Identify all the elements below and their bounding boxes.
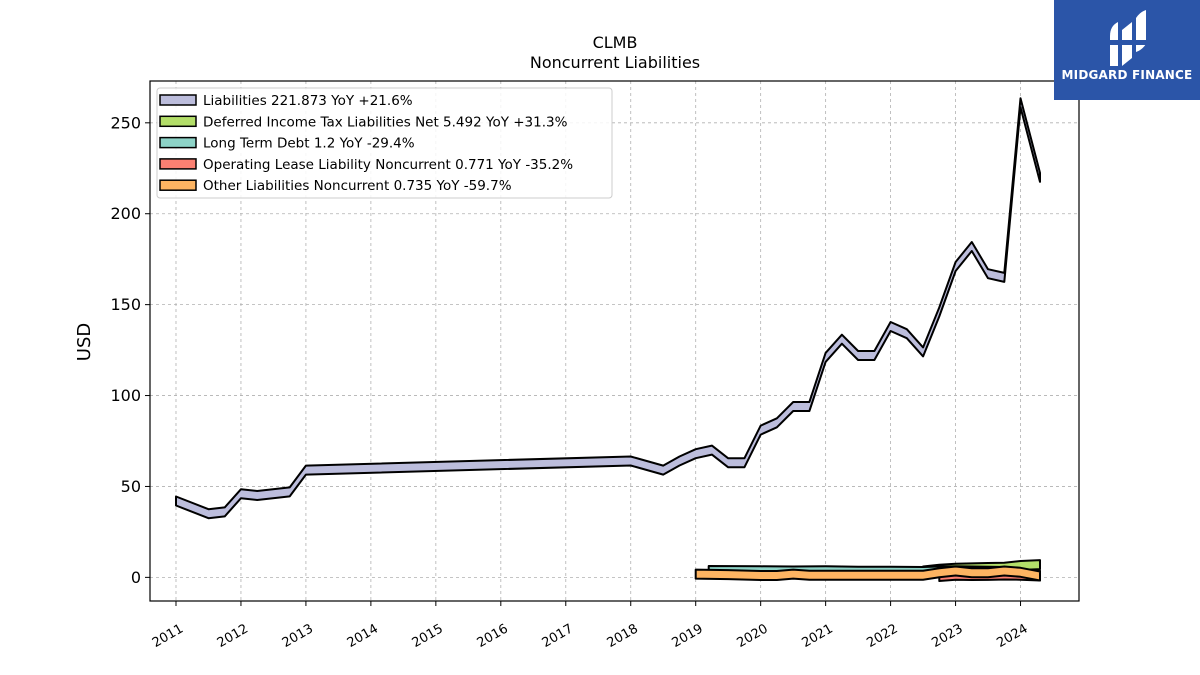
x-tick-label: 2021 — [799, 621, 835, 651]
y-tick-label: 50 — [121, 477, 141, 496]
series-band-0 — [175, 97, 1041, 520]
plot-frame — [149, 80, 1080, 602]
y-tick-label: 200 — [110, 204, 141, 223]
legend-swatch — [159, 136, 197, 149]
x-tick-label: 2020 — [735, 621, 771, 651]
y-tick-label: 0 — [131, 568, 141, 587]
watermark-brand-text: MIDGARD FINANCE — [1061, 68, 1193, 82]
legend-swatch — [159, 94, 197, 106]
legend-label: Liabilities 221.873 YoY +21.6% — [203, 93, 413, 109]
legend-label: Other Liabilities Noncurrent 0.735 YoY -… — [203, 178, 512, 194]
x-tick-label: 2015 — [410, 621, 446, 651]
y-tick-label: 100 — [110, 386, 141, 405]
series-layer — [175, 97, 1041, 582]
x-tick-label: 2024 — [994, 621, 1030, 651]
x-tick-label: 2017 — [540, 621, 576, 651]
x-tick-label: 2019 — [670, 621, 706, 651]
x-tick-label: 2013 — [280, 621, 316, 651]
legend-swatch — [159, 179, 197, 191]
watermark-logo: MIDGARD FINANCE — [1054, 0, 1200, 100]
legend-label: Long Term Debt 1.2 YoY -29.4% — [203, 136, 415, 152]
legend-box — [156, 87, 613, 199]
chart-title: CLMB — [593, 33, 638, 52]
x-tick-label: 2022 — [864, 621, 900, 651]
legend-swatch — [159, 158, 197, 170]
x-tick-label: 2011 — [150, 621, 186, 651]
legend-swatch — [159, 115, 197, 128]
y-tick-label: 250 — [110, 113, 141, 132]
brand-mark-icon — [1106, 10, 1146, 66]
x-tick-label: 2018 — [605, 621, 641, 651]
x-tick-label: 2014 — [345, 621, 381, 651]
y-tick-label: 150 — [110, 295, 141, 314]
legend-label: Operating Lease Liability Noncurrent 0.7… — [203, 157, 573, 173]
x-tick-label: 2012 — [215, 621, 251, 651]
y-axis-label: USD — [74, 323, 95, 361]
chart-subtitle: Noncurrent Liabilities — [530, 53, 700, 72]
x-tick-label: 2016 — [475, 621, 511, 651]
series-band-4 — [694, 565, 1041, 582]
x-tick-label: 2023 — [929, 621, 965, 651]
legend: Liabilities 221.873 YoY +21.6% Deferred I… — [156, 87, 613, 199]
legend-label: Deferred Income Tax Liabilities Net 5.49… — [203, 114, 568, 130]
